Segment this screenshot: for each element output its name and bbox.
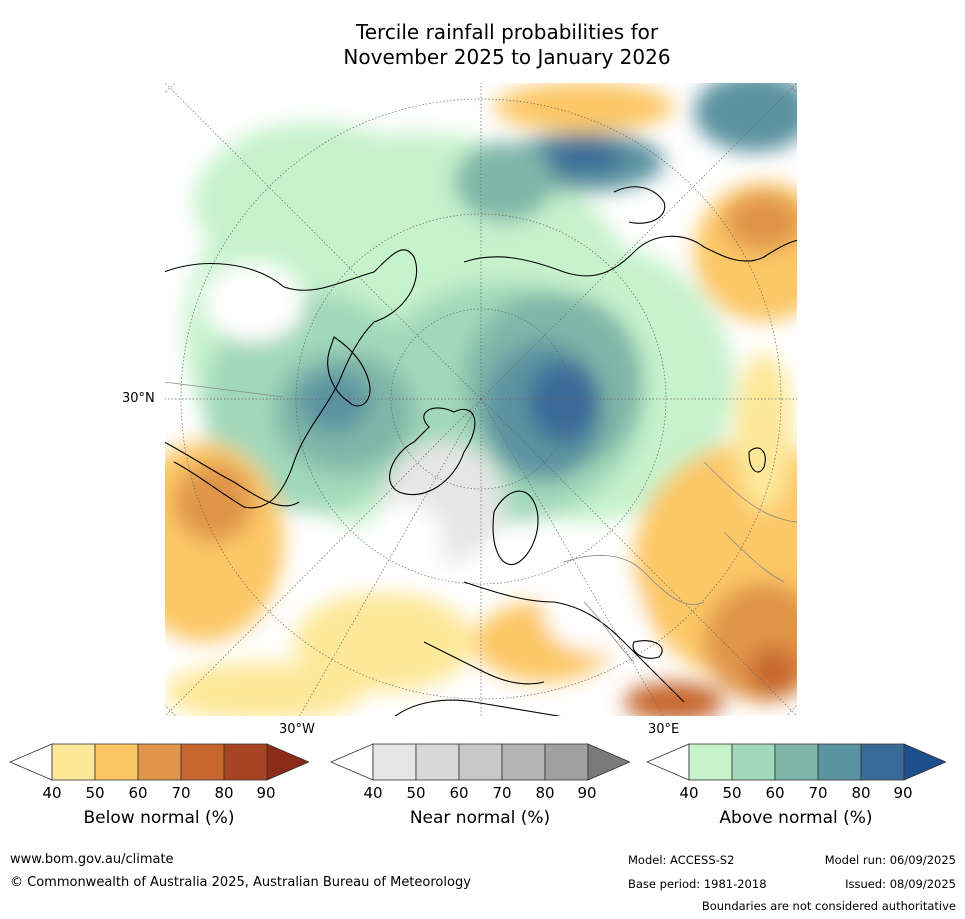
colorbar-box (415, 743, 460, 781)
forecast-map (164, 82, 798, 717)
title-line-1: Tercile rainfall probabilities for (355, 20, 659, 44)
colorbar-low-triangle (330, 743, 374, 781)
colorbar-box (688, 743, 733, 781)
tick: 80 (851, 784, 871, 802)
colorbar-box (544, 743, 589, 781)
colorbar-below-normal (9, 743, 309, 783)
colorbar-label-below: Below normal (%) (83, 808, 235, 828)
lon-label-30e: 30°E (648, 722, 680, 737)
website-link[interactable]: www.bom.gov.au/climate (10, 852, 174, 867)
tick: 40 (679, 784, 699, 802)
issued-text: Issued: 08/09/2025 (845, 877, 956, 891)
tick: 60 (449, 784, 469, 802)
colorbar-high-triangle (903, 743, 946, 781)
boundaries-note: Boundaries are not considered authoritat… (701, 899, 956, 913)
colorbar-box (774, 743, 819, 781)
colorbar-ticks-below: 40 50 60 70 80 90 (9, 784, 309, 804)
colorbar-low-triangle (646, 743, 690, 781)
copyright-text: © Commonwealth of Australia 2025, Austra… (10, 875, 471, 890)
colorbar-box (458, 743, 503, 781)
colorbar-box (51, 743, 96, 781)
title-line-2: November 2025 to January 2026 (343, 45, 671, 69)
model-run-text: Model run: 06/09/2025 (824, 853, 956, 867)
tick: 90 (893, 784, 913, 802)
colorbar-ticks-above: 40 50 60 70 80 90 (646, 784, 946, 804)
colorbar-label-near: Near normal (%) (409, 808, 551, 828)
colorbar-high-triangle (266, 743, 309, 781)
colorbar-ticks-near: 40 50 60 70 80 90 (330, 784, 630, 804)
tick: 40 (42, 784, 62, 802)
colorbar-box (731, 743, 776, 781)
colorbar-box (501, 743, 546, 781)
tick: 80 (214, 784, 234, 802)
tick: 50 (406, 784, 426, 802)
tick: 70 (808, 784, 828, 802)
tick: 90 (577, 784, 597, 802)
tick: 60 (765, 784, 785, 802)
model-text: Model: ACCESS-S2 (628, 853, 735, 867)
tick: 90 (256, 784, 276, 802)
tick: 40 (363, 784, 383, 802)
map-title: Tercile rainfall probabilities for Novem… (0, 20, 965, 70)
tick: 70 (492, 784, 512, 802)
country-borders (164, 381, 798, 663)
base-period-text: Base period: 1981-2018 (628, 877, 767, 891)
colorbar-box (817, 743, 862, 781)
coastlines (164, 186, 798, 717)
colorbar-box (137, 743, 182, 781)
colorbar-near-normal (330, 743, 630, 783)
polar-stereographic-map (164, 82, 798, 717)
colorbar-low-triangle (9, 743, 53, 781)
tick: 70 (171, 784, 191, 802)
graticule (164, 82, 798, 717)
tick: 50 (85, 784, 105, 802)
colorbar-above-normal (646, 743, 946, 783)
colorbar-box (860, 743, 905, 781)
tick: 80 (535, 784, 555, 802)
colorbar-box (180, 743, 225, 781)
lon-label-30w: 30°W (279, 722, 315, 737)
tick: 60 (128, 784, 148, 802)
colorbar-box (94, 743, 139, 781)
lat-label-30n: 30°N (122, 391, 155, 406)
colorbar-label-above: Above normal (%) (719, 808, 873, 828)
colorbar-box (372, 743, 417, 781)
tick: 50 (722, 784, 742, 802)
colorbar-box (223, 743, 268, 781)
colorbar-high-triangle (587, 743, 630, 781)
